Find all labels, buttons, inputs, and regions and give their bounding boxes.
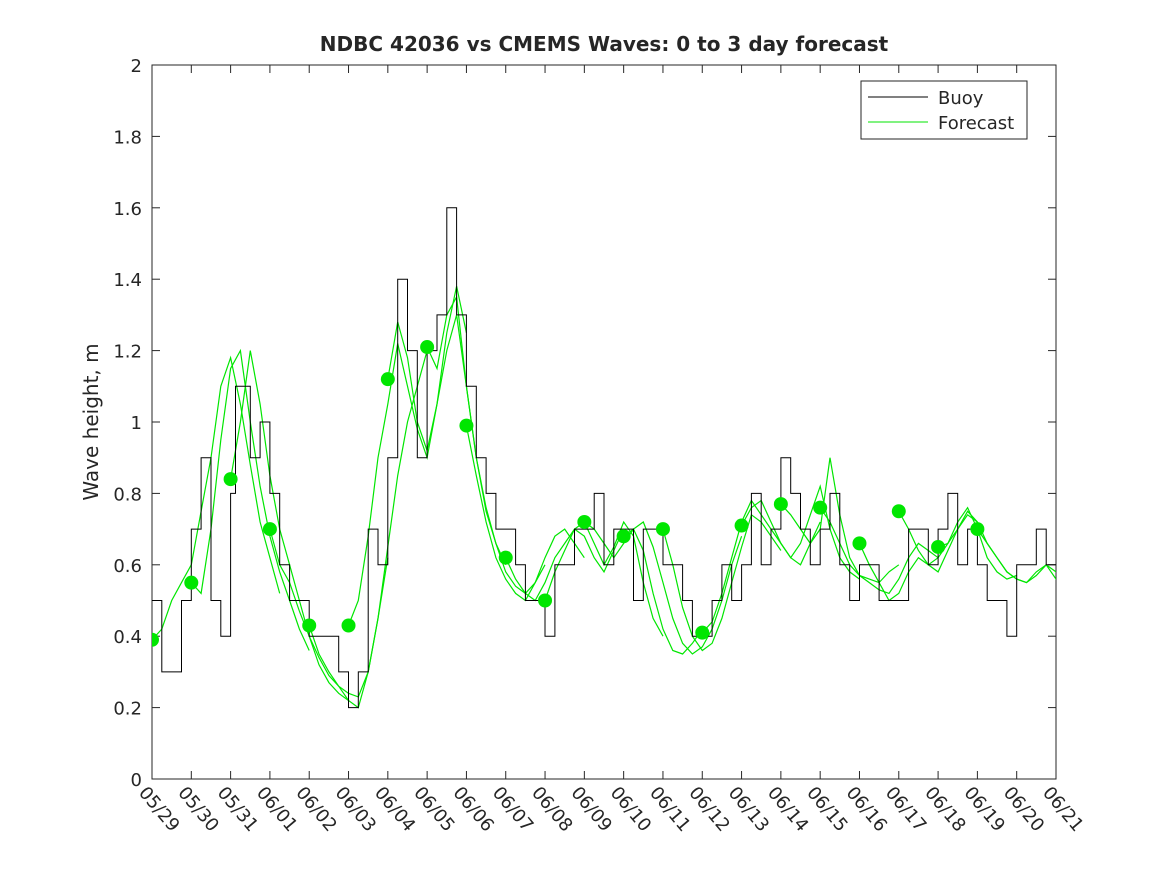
y-tick-label: 0.6 [113, 556, 142, 577]
chart-title: NDBC 42036 vs CMEMS Waves: 0 to 3 day fo… [320, 32, 889, 56]
forecast-start-marker [813, 500, 828, 515]
forecast-start-marker [420, 340, 435, 355]
forecast-start-marker [695, 625, 710, 640]
forecast-start-marker [184, 575, 199, 590]
legend-forecast-label: Forecast [938, 113, 1014, 134]
forecast-start-marker [223, 472, 238, 487]
forecast-start-marker [734, 518, 749, 533]
forecast-line [976, 528, 1056, 584]
y-tick-label: 1.4 [113, 270, 142, 291]
series-group [152, 207, 1056, 709]
forecast-start-marker [773, 497, 788, 512]
forecast-start-marker [891, 504, 906, 519]
forecast-start-marker [341, 618, 356, 633]
legend: Buoy Forecast [860, 80, 1028, 140]
forecast-start-marker [852, 536, 867, 551]
legend-box [860, 80, 1028, 140]
forecast-start-marker [577, 514, 592, 529]
forecast-start-marker [970, 522, 985, 537]
forecast-line [152, 355, 281, 641]
y-tick-label: 2 [131, 56, 142, 77]
y-tick-label: 1.2 [113, 342, 142, 363]
forecast-start-marker [302, 618, 317, 633]
y-tick-label: 0 [131, 770, 142, 791]
forecast-start-marker [459, 418, 474, 433]
y-tick-label: 0.2 [113, 699, 142, 720]
forecast-start-marker [380, 372, 395, 387]
forecast-start-marker [538, 593, 553, 608]
forecast-start-marker [152, 632, 159, 647]
y-tick-label: 0.4 [113, 627, 142, 648]
y-tick-label: 0.8 [113, 484, 142, 505]
forecast-start-marker [655, 522, 670, 537]
y-tick-label: 1.6 [113, 199, 142, 220]
y-tick-label: 1.8 [113, 127, 142, 148]
y-tick-label: 1 [131, 413, 142, 434]
legend-buoy-label: Buoy [938, 88, 984, 109]
forecast-start-marker [498, 550, 513, 565]
forecast-start-marker [931, 539, 946, 554]
forecast-line [387, 314, 507, 566]
forecast-start-marker [616, 529, 631, 544]
forecast-start-marker [262, 522, 277, 537]
y-axis-label: Wave height, m [79, 343, 103, 500]
buoy-line [152, 207, 1056, 709]
